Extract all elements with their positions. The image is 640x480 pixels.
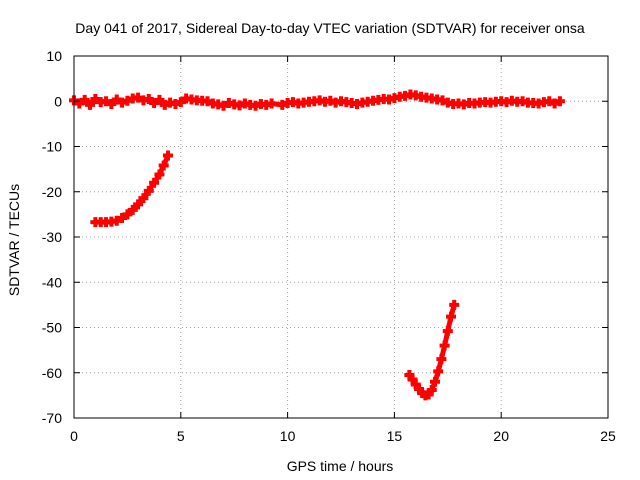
axis-ticks (73, 55, 609, 419)
y-tick-label: -20 (42, 184, 62, 200)
y-tick-label: -40 (42, 274, 62, 290)
y-tick-label: 0 (54, 93, 62, 109)
chart-title: Day 041 of 2017, Sidereal Day-to-day VTE… (75, 20, 585, 36)
x-tick-label: 15 (387, 428, 403, 444)
x-tick-label: 20 (493, 428, 509, 444)
series-group (404, 299, 460, 401)
y-tick-label: -30 (42, 229, 62, 245)
grid (74, 56, 608, 418)
y-tick-label: -50 (42, 320, 62, 336)
y-axis-label: SDTVAR / TECUs (6, 184, 22, 296)
y-tick-label: -60 (42, 365, 62, 381)
series-group (90, 150, 173, 228)
data-points (69, 89, 565, 401)
series-group (69, 89, 565, 111)
series-band (95, 154, 171, 225)
x-tick-label: 5 (177, 428, 185, 444)
x-tick-label: 10 (280, 428, 296, 444)
x-axis-label: GPS time / hours (287, 458, 394, 474)
y-tick-label: -70 (42, 410, 62, 426)
x-tick-label: 25 (600, 428, 616, 444)
x-tick-label: 0 (70, 428, 78, 444)
series-band (407, 304, 457, 398)
tick-labels: 0 5 10 15 20 25 10 0 -10 -20 -30 -40 -50 -60 -70 (42, 48, 616, 444)
series-band (72, 92, 561, 109)
y-tick-label: -10 (42, 139, 62, 155)
y-tick-label: 10 (46, 48, 62, 64)
